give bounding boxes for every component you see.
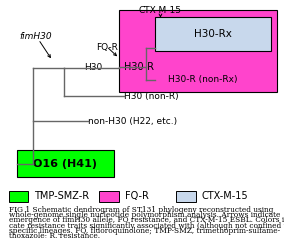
Text: FIG 1 Schematic dendrogram of ST131 phylogeny reconstructed using: FIG 1 Schematic dendrogram of ST131 phyl…: [9, 206, 273, 214]
Text: CTX-M-15: CTX-M-15: [202, 191, 248, 201]
Text: CTX-M-15: CTX-M-15: [139, 6, 182, 15]
Text: H30-Rx: H30-Rx: [194, 29, 232, 39]
Text: O16 (H41): O16 (H41): [33, 159, 97, 169]
Text: fimH30: fimH30: [20, 32, 53, 41]
Text: specific lineages. FQ, fluoroquinolone; TMP-SMZ, trimethoprim-sulfame-: specific lineages. FQ, fluoroquinolone; …: [9, 227, 280, 235]
Text: whole-genome single nucleotide polymorphism analysis. Arrows indicate: whole-genome single nucleotide polymorph…: [9, 211, 280, 219]
Bar: [155, 17, 271, 51]
Text: emergence of fimH30 allele, FQ resistance, and CTX-M-15 ESBL. Colors indi-: emergence of fimH30 allele, FQ resistanc…: [9, 216, 284, 224]
Text: H30 (non-R): H30 (non-R): [124, 92, 178, 101]
Bar: [9, 191, 28, 202]
Text: thoxazole; R, resistance.: thoxazole; R, resistance.: [9, 232, 100, 238]
Text: H30-R (non-Rx): H30-R (non-Rx): [168, 75, 238, 84]
Bar: [99, 191, 119, 202]
Text: H30-R: H30-R: [124, 62, 154, 72]
Text: FQ-R: FQ-R: [97, 43, 118, 52]
Text: FQ-R: FQ-R: [125, 191, 149, 201]
Bar: [119, 10, 277, 92]
Bar: [17, 150, 114, 177]
Text: TMP-SMZ-R: TMP-SMZ-R: [34, 191, 89, 201]
Bar: [176, 191, 196, 202]
Text: non-H30 (H22, etc.): non-H30 (H22, etc.): [88, 117, 177, 126]
Text: cate resistance traits significantly associated with (although not confined to): cate resistance traits significantly ass…: [9, 222, 284, 230]
Text: H30: H30: [84, 63, 102, 72]
